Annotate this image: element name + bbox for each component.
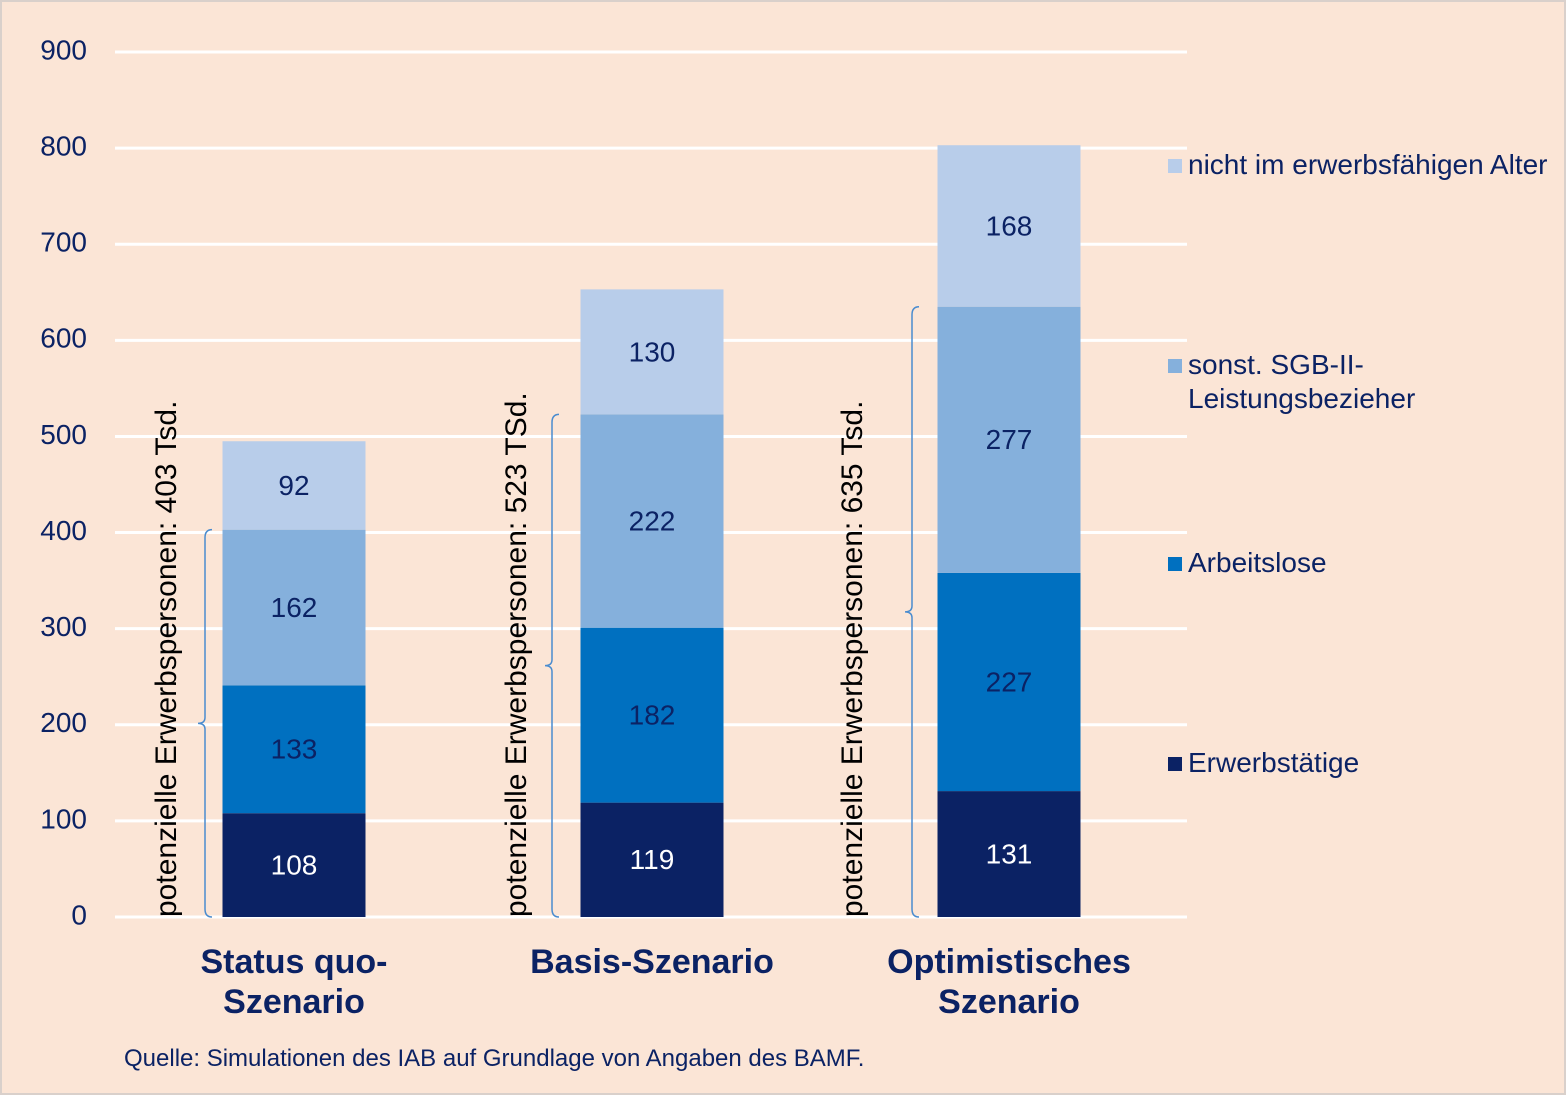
legend-item: Arbeitslose: [1168, 546, 1558, 580]
annotation: potenzielle Erwerbspersonen: 635 Tsd.: [836, 401, 869, 917]
legend-item: sonst. SGB-II-Leistungsbezieher: [1168, 348, 1558, 416]
data-label: 222: [629, 505, 676, 536]
y-tick-label: 0: [71, 899, 87, 930]
bar-segment: [580, 627, 724, 803]
y-tick-label: 800: [40, 131, 87, 162]
brace: [544, 413, 560, 918]
x-tick-label: Status quo-Szenario: [200, 943, 388, 1021]
bar-segment: [580, 802, 724, 917]
data-label: 162: [271, 592, 318, 623]
data-label: 108: [271, 849, 318, 880]
data-label: 133: [271, 734, 318, 765]
legend-swatch: [1168, 557, 1182, 571]
data-label: 227: [986, 666, 1033, 697]
legend-label: sonst. SGB-II-Leistungsbezieher: [1188, 349, 1416, 414]
bar-segment: [222, 685, 366, 814]
legend-label: nicht im erwerbsfähigen Alter: [1188, 149, 1548, 180]
y-tick-label: 100: [40, 803, 87, 834]
data-label: 119: [630, 844, 675, 875]
y-tick-label: 600: [40, 323, 87, 354]
bar-segment: [580, 289, 724, 415]
legend-swatch: [1168, 757, 1182, 771]
bar-segment: [222, 441, 366, 530]
bar-segment: [222, 529, 366, 686]
x-tick-label: Basis-Szenario: [530, 943, 774, 981]
y-tick-label: 900: [40, 34, 87, 65]
bar-segment: [580, 414, 724, 628]
bar-segment: [937, 145, 1081, 307]
annotation: potenzielle Erwerbspersonen: 523 TSd.: [500, 392, 533, 917]
y-tick-label: 700: [40, 227, 87, 258]
legend-swatch: [1168, 159, 1182, 173]
data-label: 277: [986, 424, 1033, 455]
bar-segment: [937, 791, 1081, 917]
data-label: 130: [629, 336, 676, 367]
data-label: 92: [278, 470, 309, 501]
legend-item: Erwerbstätige: [1168, 746, 1558, 780]
data-label: 168: [986, 210, 1033, 241]
legend-item: nicht im erwerbsfähigen Alter: [1168, 148, 1558, 182]
x-tick-label: Optimistisches Szenario: [887, 943, 1131, 1021]
data-label: 182: [629, 700, 676, 731]
y-tick-label: 500: [40, 419, 87, 450]
legend-label: Erwerbstätige: [1188, 747, 1360, 778]
brace: [197, 528, 213, 918]
y-tick-label: 200: [40, 707, 87, 738]
y-tick-label: 400: [40, 515, 87, 546]
legend-label: Arbeitslose: [1188, 547, 1327, 578]
bar-segment: [937, 572, 1081, 792]
brace: [904, 305, 920, 918]
bar-segment: [222, 813, 366, 917]
data-label: 131: [986, 838, 1033, 869]
y-tick-label: 300: [40, 611, 87, 642]
source: Quelle: Simulationen des IAB auf Grundla…: [124, 1045, 865, 1072]
bar-segment: [937, 306, 1081, 573]
legend-swatch: [1168, 359, 1182, 373]
annotation: potenzielle Erwerbspersonen: 403 Tsd.: [150, 401, 183, 917]
